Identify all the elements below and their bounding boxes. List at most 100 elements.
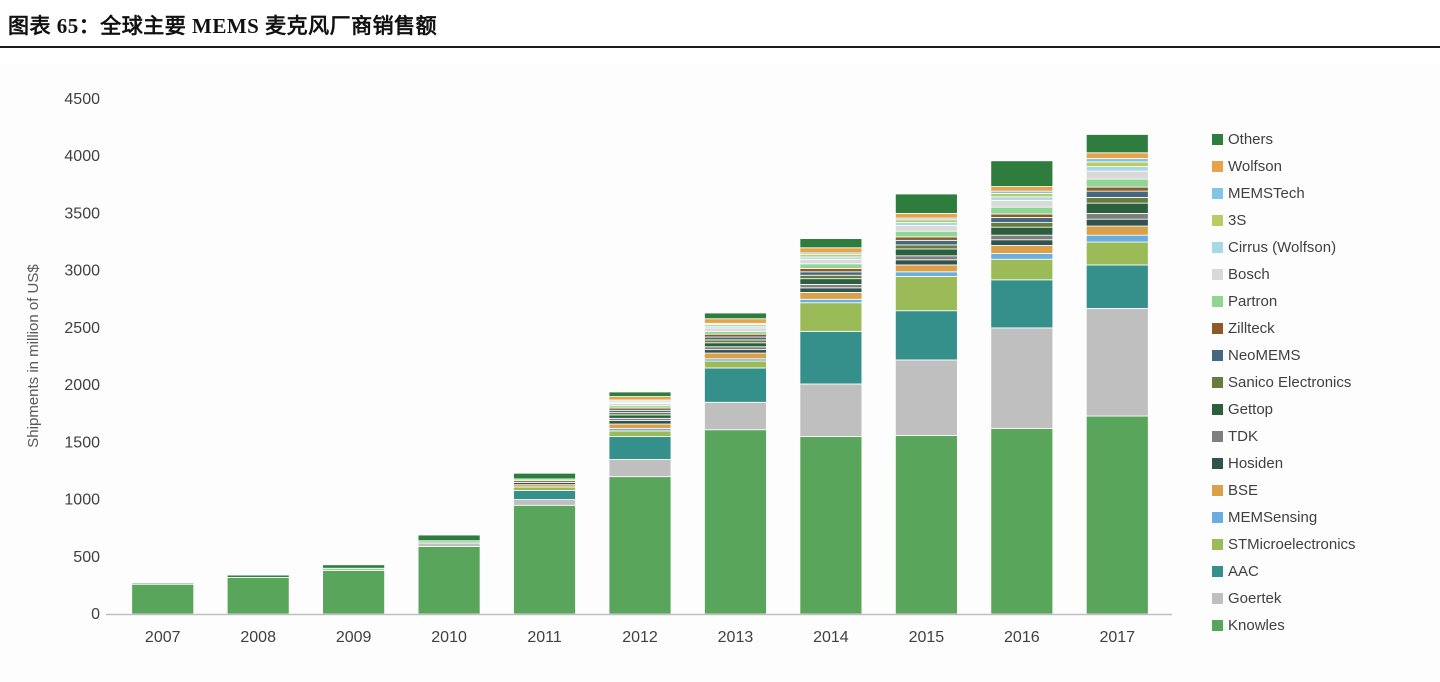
legend-swatch-wolfson (1212, 161, 1223, 172)
bar-segment-zillteck-2016 (990, 213, 1054, 218)
bar-segment-sanico-electronics-2015 (894, 244, 958, 250)
bar-segment-stmicroelectronics-2013 (704, 360, 767, 369)
legend-label-hosiden: Hosiden (1228, 455, 1283, 472)
legend-swatch-sanico-electronics (1212, 377, 1223, 388)
bar-segment-stmicroelectronics-2015 (894, 275, 958, 312)
legend-label-memsensing: MEMSensing (1228, 509, 1317, 526)
bar-segment-knowles-2017 (1085, 415, 1149, 615)
bar-segment-hosiden-2013 (704, 349, 767, 354)
y-tick-label: 3500 (64, 205, 100, 222)
title-underline (0, 46, 1440, 48)
legend-swatch-tdk (1212, 431, 1223, 442)
bar-segment-stmicroelectronics-2017 (1085, 241, 1149, 266)
y-axis-title: Shipments in million of US$ (25, 264, 42, 448)
bar-segment-stmicroelectronics-2012 (608, 430, 672, 438)
bar-segment-goertek-2011 (513, 499, 576, 506)
bar-segment-cirrus-wolfson--2017 (1085, 166, 1149, 172)
legend-label-partron: Partron (1228, 293, 1277, 310)
legend-swatch-partron (1212, 296, 1223, 307)
legend-label-sanico-electronics: Sanico Electronics (1228, 374, 1351, 391)
x-tick-label: 2016 (1004, 629, 1040, 646)
legend-label-goertek: Goertek (1228, 590, 1282, 607)
bar-segment-gettop-2015 (894, 248, 958, 257)
y-tick-label: 4000 (64, 148, 100, 165)
bar-segment-others-2017 (1085, 134, 1149, 154)
bar-segment-memstech-2017 (1085, 158, 1149, 163)
bar-segment-wolfson-2016 (990, 186, 1054, 192)
bar-segment-aac-2014 (799, 330, 863, 385)
bar-segment-memsensing-2015 (894, 271, 958, 277)
bar-segment-others-2015 (894, 193, 958, 214)
legend-swatch-zillteck (1212, 323, 1223, 334)
bar-segment-partron-2015 (894, 230, 958, 238)
legend-swatch-bosch (1212, 269, 1223, 280)
bar-segment-memsensing-2016 (990, 253, 1054, 260)
bar-segment-wolfson-2017 (1085, 152, 1149, 159)
bar-segment-knowles-2009 (322, 570, 386, 615)
bar-segment-wolfson-2014 (799, 247, 863, 254)
bar-segment-tdk-2016 (990, 234, 1054, 241)
legend-swatch-aac (1212, 566, 1223, 577)
x-tick-label: 2007 (145, 629, 181, 646)
bar-segment-sanico-electronics-2014 (799, 274, 863, 280)
legend-swatch-goertek (1212, 593, 1223, 604)
bar-segment-others-2016 (990, 160, 1054, 187)
stacked-bar-chart: 0 500 1000 1500 2000 2500 3000 3500 4000 4500 Ship… (0, 64, 1440, 682)
bar-segment-hosiden-2014 (799, 287, 863, 293)
legend-label-cirrus-wolfson-: Cirrus (Wolfson) (1228, 239, 1336, 256)
bar-segment-knowles-2015 (894, 435, 958, 615)
bar-segment-others-2014 (799, 238, 863, 249)
bar-segment-bse-2014 (799, 292, 863, 300)
bar-segment-partron-2013 (704, 330, 767, 335)
bar-segment-others-2013 (704, 312, 767, 320)
y-tick-label: 500 (73, 549, 100, 566)
legend-swatch-others (1212, 134, 1223, 145)
bar-segment-goertek-2015 (894, 359, 958, 436)
x-tick-label: 2009 (336, 629, 372, 646)
bar-segment-bosch-2016 (990, 199, 1054, 208)
legend-swatch-hosiden (1212, 458, 1223, 469)
bar-segment-bse-2016 (990, 245, 1054, 254)
legend-label-aac: AAC (1228, 563, 1259, 580)
bar-segment-knowles-2016 (990, 428, 1054, 615)
bar-segment-knowles-2013 (704, 429, 767, 615)
y-tick-label: 2500 (64, 320, 100, 337)
bar-segment-others-2007 (131, 582, 195, 585)
bar-segment-tdk-2013 (704, 346, 767, 351)
bar-segment-hosiden-2012 (608, 420, 672, 425)
bar-segment-bosch-2017 (1085, 170, 1149, 180)
bar-segment-gettop-2016 (990, 226, 1054, 236)
bar-segment-bse-2012 (608, 423, 672, 429)
bar-segment-others-2012 (608, 391, 672, 397)
bar-segment-others-2009 (322, 564, 386, 569)
legend-swatch-3s (1212, 215, 1223, 226)
legend-swatch-cirrus-wolfson- (1212, 242, 1223, 253)
bar-segment-tdk-2015 (894, 255, 958, 261)
y-tick-label: 4500 (64, 91, 100, 108)
legend-label-neomems: NeoMEMS (1228, 347, 1301, 364)
y-tick-label: 1000 (64, 492, 100, 509)
x-tick-label: 2010 (431, 629, 467, 646)
legend-label-tdk: TDK (1228, 428, 1258, 445)
bar-segment-neomems-2013 (704, 336, 767, 341)
bar-segment-hosiden-2017 (1085, 218, 1149, 227)
legend-label-bse: BSE (1228, 482, 1258, 499)
bar-segment-partron-2014 (799, 263, 863, 269)
bar-segment-goertek-2017 (1085, 308, 1149, 417)
bar-segment-neomems-2016 (990, 217, 1054, 223)
legend-swatch-neomems (1212, 350, 1223, 361)
bar-segment-sanico-electronics-2017 (1085, 197, 1149, 204)
bar-segment-wolfson-2015 (894, 213, 958, 219)
bar-segment-goertek-2013 (704, 401, 767, 431)
legend-label-stmicroelectronics: STMicroelectronics (1228, 536, 1356, 553)
bar-segment-aac-2012 (608, 436, 672, 460)
x-tick-label: 2014 (813, 629, 849, 646)
bar-segment-gettop-2014 (799, 278, 863, 285)
bar-segment-bosch-2013 (704, 327, 767, 332)
bar-segment-knowles-2008 (226, 576, 290, 615)
legend-label-knowles: Knowles (1228, 617, 1285, 634)
bar-segment-aac-2016 (990, 279, 1054, 329)
legend-swatch-gettop (1212, 404, 1223, 415)
legend-label-memstech: MEMSTech (1228, 185, 1305, 202)
bar-segment-partron-2017 (1085, 178, 1149, 188)
